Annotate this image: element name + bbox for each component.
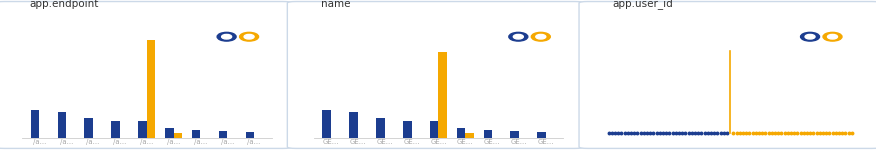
Circle shape <box>805 34 815 39</box>
Bar <box>138 121 146 138</box>
Bar <box>322 110 331 138</box>
Circle shape <box>532 32 550 41</box>
Bar <box>84 118 93 138</box>
Bar <box>219 131 227 138</box>
Circle shape <box>240 32 258 41</box>
Circle shape <box>823 32 842 41</box>
Bar <box>173 133 182 138</box>
Bar <box>376 118 385 138</box>
Circle shape <box>509 32 528 41</box>
Circle shape <box>244 34 254 39</box>
Bar <box>484 130 492 138</box>
Circle shape <box>801 32 820 41</box>
Text: name: name <box>321 0 350 9</box>
Circle shape <box>217 32 237 41</box>
Bar <box>165 128 173 138</box>
Bar <box>438 52 447 138</box>
Bar <box>31 110 39 138</box>
Circle shape <box>513 34 523 39</box>
Bar <box>465 133 474 138</box>
Bar <box>511 131 519 138</box>
Circle shape <box>536 34 546 39</box>
Bar <box>537 132 546 138</box>
Bar <box>350 112 358 138</box>
Bar <box>58 112 67 138</box>
Text: app.user_id: app.user_id <box>613 0 674 9</box>
Bar <box>192 130 201 138</box>
Bar <box>456 128 465 138</box>
Circle shape <box>828 34 837 39</box>
Bar <box>403 121 412 138</box>
Text: app.endpoint: app.endpoint <box>30 0 99 9</box>
Bar <box>111 121 120 138</box>
Bar <box>430 121 438 138</box>
Bar <box>245 132 254 138</box>
Bar <box>146 40 155 138</box>
Circle shape <box>222 34 231 39</box>
